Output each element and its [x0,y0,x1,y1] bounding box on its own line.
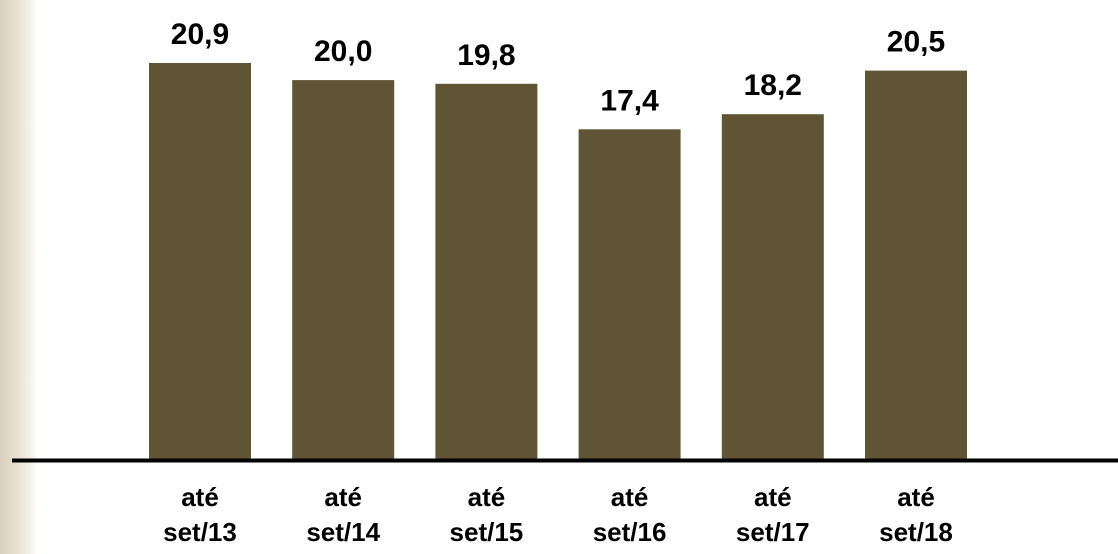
bar-4 [578,129,681,460]
x-tick-label-2-line-1: até [324,482,362,512]
x-tick-label-4-line-2: set/16 [593,517,667,547]
x-tick-label-4-line-1: até [611,482,649,512]
bar-5 [721,114,824,459]
x-tick-label-6-line-1: até [897,482,935,512]
data-label-5: 18,2 [744,69,802,102]
x-tick-label-3-line-2: set/15 [450,517,524,547]
x-tick-label-1-line-1: até [181,482,219,512]
bar-2 [292,80,395,459]
x-tick-label-1-line-2: set/13 [163,517,237,547]
x-tick-label-5-line-2: set/17 [736,517,810,547]
bar-3 [435,83,538,460]
x-tick-label-5-line-1: até [754,482,792,512]
x-tick-label-3-line-1: até [468,482,506,512]
bar-1 [149,63,251,459]
x-tick-label-2-line-2: set/14 [306,517,380,547]
data-label-1: 20,9 [171,18,229,51]
x-tick-label-6-line-2: set/18 [879,517,953,547]
bar-6 [865,70,967,459]
data-label-4: 17,4 [600,84,659,117]
data-label-3: 19,8 [457,39,515,72]
data-label-6: 20,5 [887,26,945,59]
data-label-2: 20,0 [314,35,372,68]
